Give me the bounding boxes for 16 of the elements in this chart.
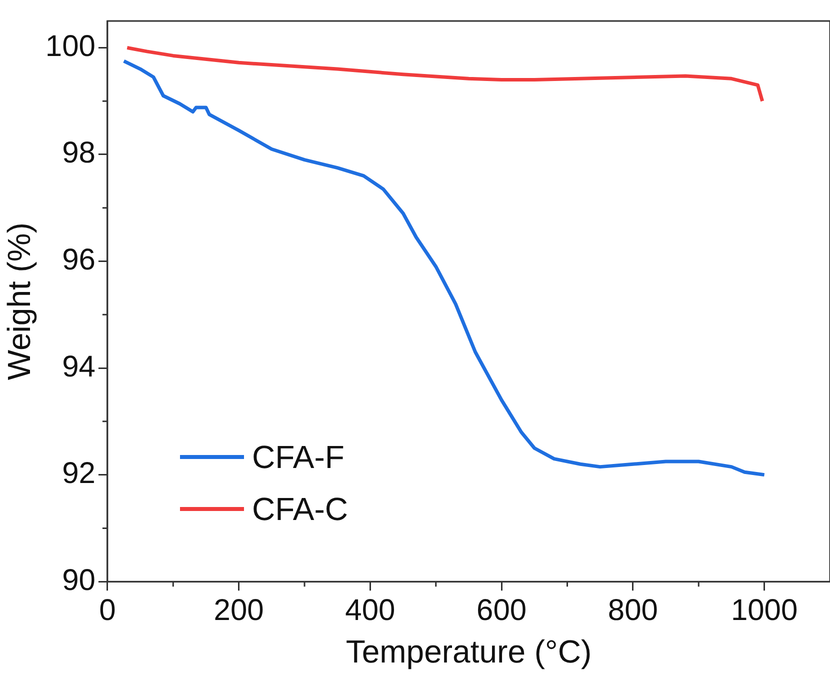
y-axis-title: Weight (%)	[1, 222, 38, 380]
x-tick-label: 800	[608, 594, 658, 627]
x-tick-label: 400	[345, 594, 396, 627]
y-tick-label: 98	[62, 136, 96, 170]
x-axis-title: Temperature (°C)	[346, 634, 592, 670]
y-tick-label: 92	[62, 457, 96, 490]
legend-label: CFA-C	[252, 490, 348, 528]
legend-label: CFA-F	[252, 438, 344, 476]
x-tick-label: 600	[476, 594, 527, 627]
y-tick-label: 94	[62, 350, 96, 384]
x-tick-label: 1000	[730, 594, 798, 627]
y-tick-label: 96	[62, 244, 96, 277]
y-tick-label: 90	[62, 564, 96, 597]
y-tick-label: 100	[45, 30, 96, 63]
x-tick-label: 0	[99, 594, 116, 627]
x-tick-label: 200	[214, 594, 264, 627]
